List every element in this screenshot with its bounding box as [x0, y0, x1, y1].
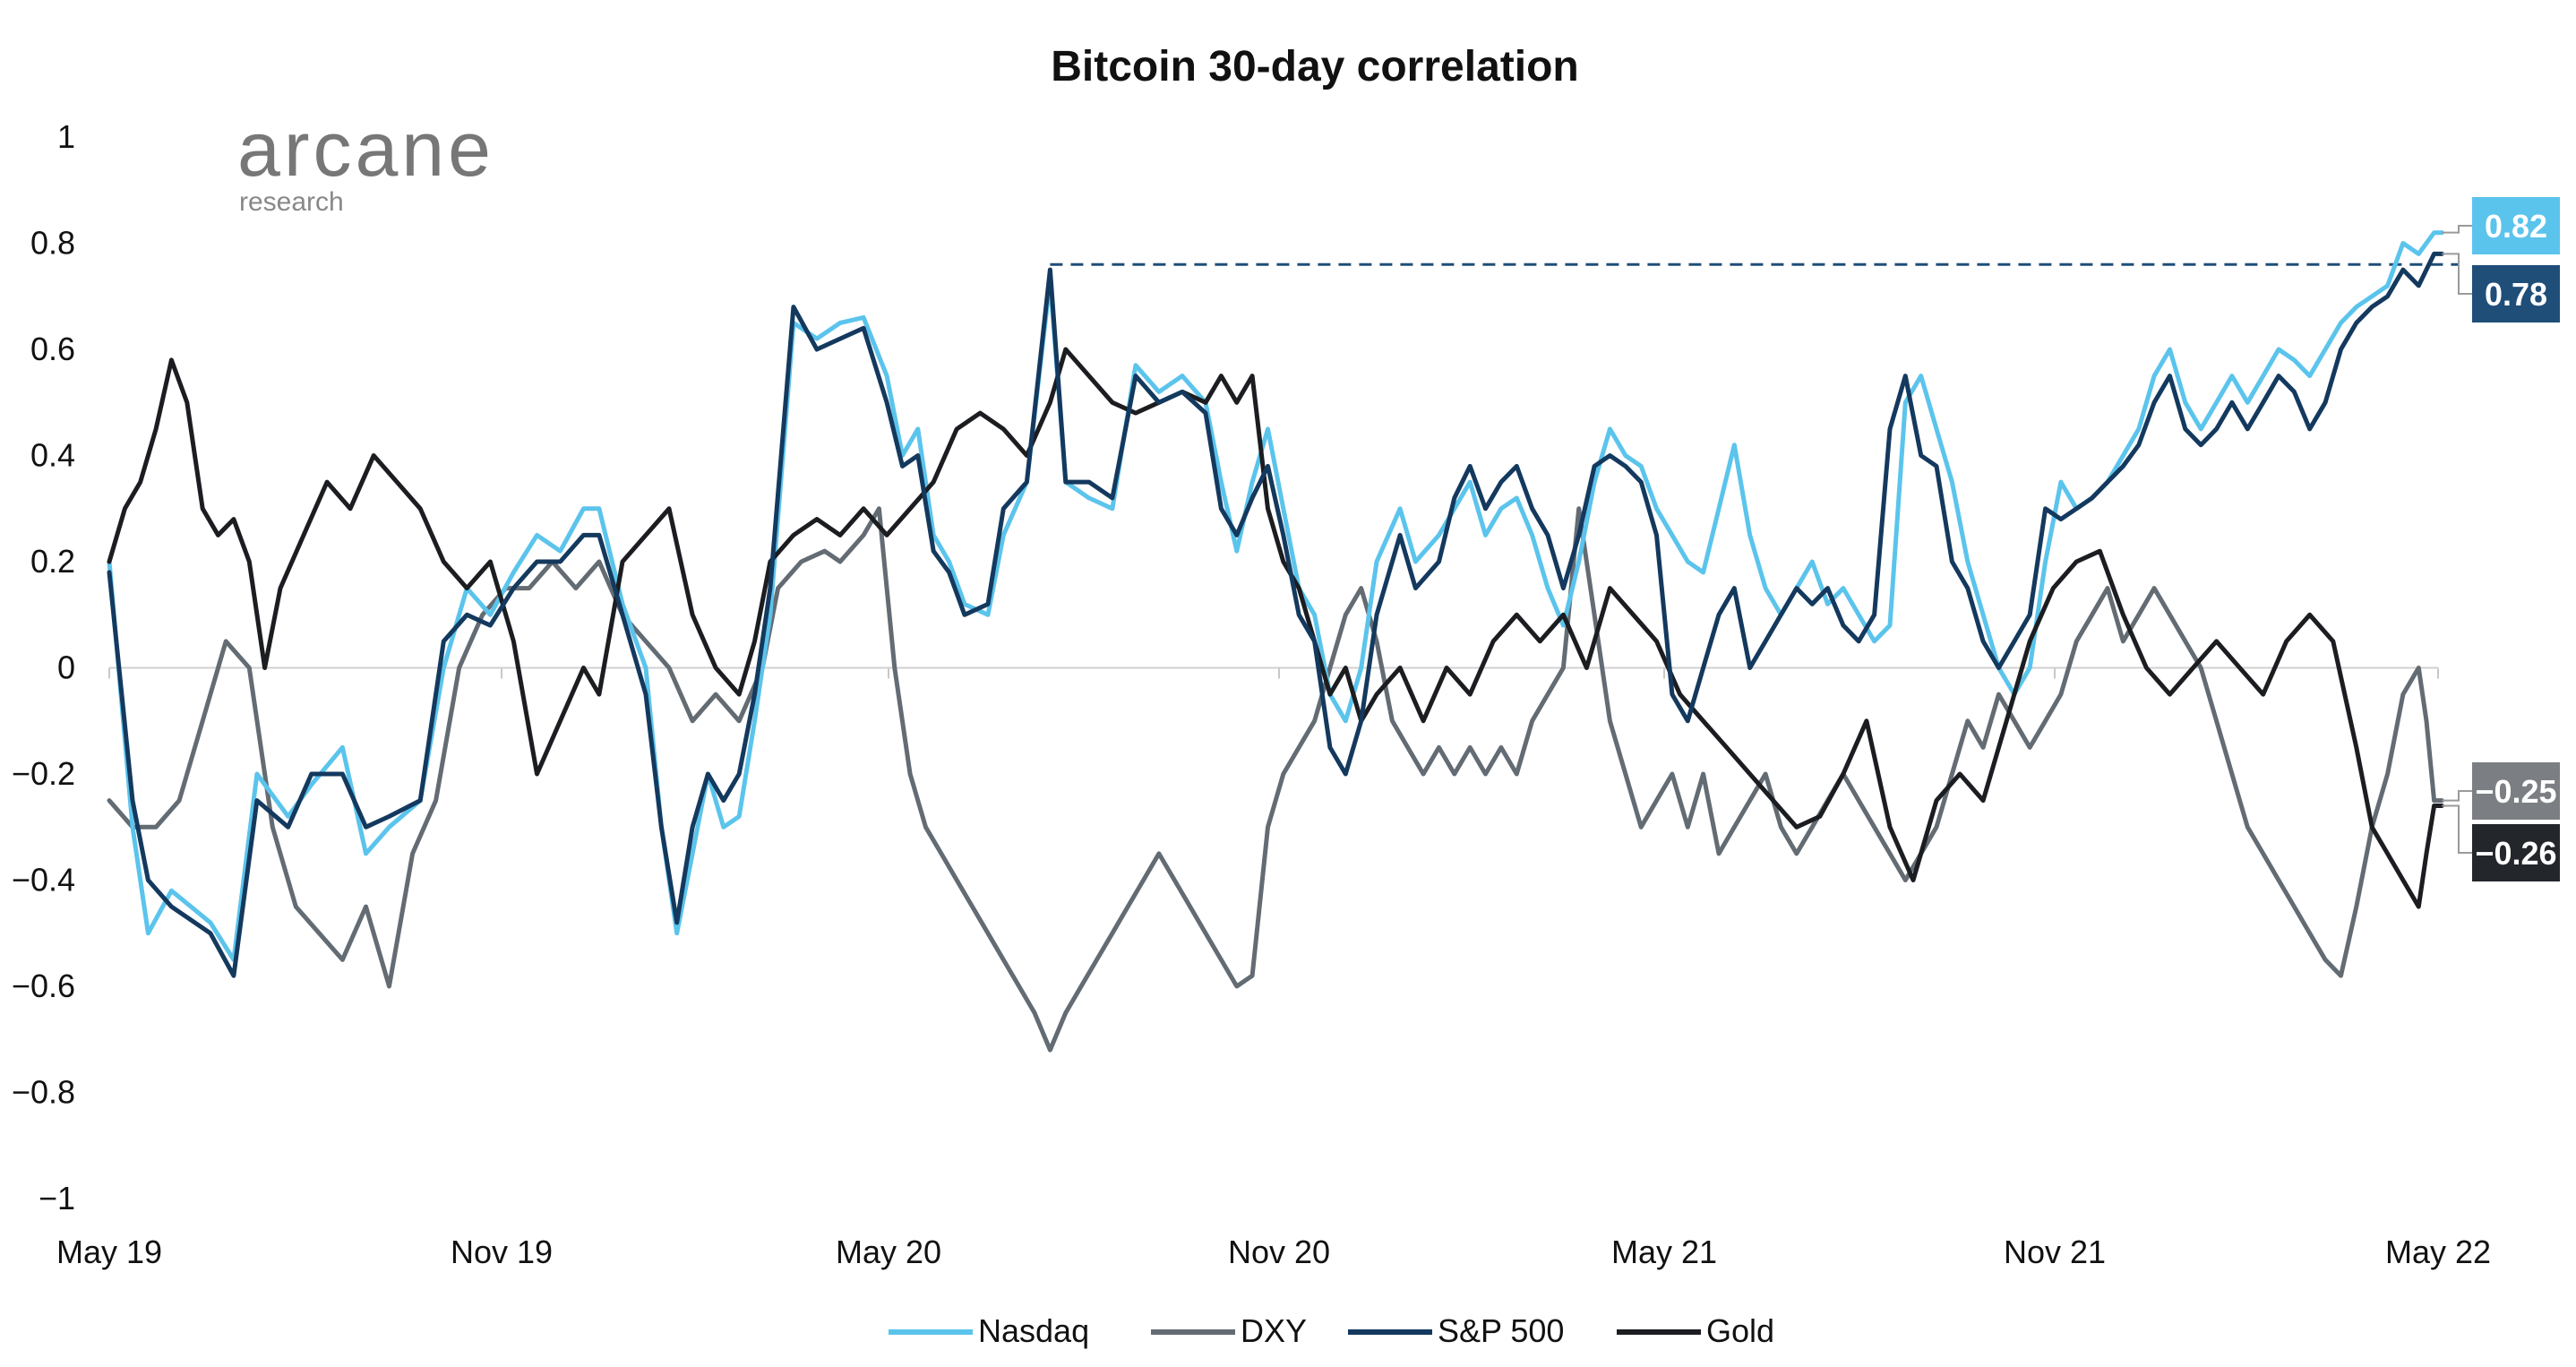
x-tick-label: May 21 — [1611, 1234, 1717, 1270]
y-tick-label: 0 — [57, 649, 75, 686]
x-tick-label: Nov 21 — [2004, 1234, 2106, 1270]
y-tick-label: 0.2 — [30, 543, 75, 580]
end-label-box — [2472, 197, 2560, 254]
y-tick-label: 0.8 — [30, 225, 75, 262]
logo-name: arcane — [237, 107, 494, 193]
x-tick-label: Nov 20 — [1228, 1234, 1330, 1270]
series-line-gold — [107, 347, 2444, 909]
end-label-connector — [2442, 253, 2472, 295]
end-label-box — [2472, 762, 2560, 820]
end-labels: 0.82 0.78 −0.25 −0.26 — [2442, 197, 2560, 881]
legend-label: DXY — [1241, 1312, 1307, 1349]
y-tick-label: −0.4 — [12, 862, 75, 898]
x-tick-label: Nov 19 — [451, 1234, 553, 1270]
end-label-connector — [2442, 790, 2472, 802]
y-tick-label: 0.6 — [30, 331, 75, 367]
chart-title: Bitcoin 30-day correlation — [1051, 43, 1578, 90]
y-tick-label: 0.4 — [30, 437, 75, 474]
logo-sub: research — [239, 187, 344, 217]
y-axis: 1 0.8 0.6 0.4 0.2 0 −0.2 −0.4 −0.6 −0.8 −1 — [12, 118, 75, 1217]
end-label-box — [2472, 265, 2560, 322]
x-axis: May 19 Nov 19 May 20 Nov 20 May 21 Nov 21 May … — [56, 667, 2491, 1270]
logo: arcane research — [237, 107, 494, 217]
end-label-value: 0.78 — [2485, 276, 2547, 313]
end-label-value: −0.26 — [2475, 835, 2556, 872]
end-label-connector — [2442, 804, 2472, 854]
y-tick-label: −0.2 — [12, 755, 75, 792]
series-line-s-p-500 — [107, 251, 2444, 978]
y-tick-label: −1 — [39, 1180, 75, 1217]
y-tick-label: −0.6 — [12, 967, 75, 1004]
legend-label: S&P 500 — [1438, 1312, 1564, 1349]
series-line-nasdaq — [107, 230, 2444, 962]
end-label-value: −0.25 — [2475, 773, 2556, 810]
end-label-connector — [2442, 225, 2472, 234]
x-tick-label: May 20 — [836, 1234, 941, 1270]
legend-label: Nasdaq — [978, 1312, 1089, 1349]
legend-label: Gold — [1706, 1312, 1774, 1349]
y-tick-label: −0.8 — [12, 1074, 75, 1111]
end-label-box — [2472, 824, 2560, 881]
y-tick-label: 1 — [57, 118, 75, 155]
series-lines — [107, 230, 2444, 1053]
end-label-value: 0.82 — [2485, 208, 2547, 245]
x-tick-label: May 19 — [56, 1234, 162, 1270]
x-tick-label: May 22 — [2385, 1234, 2491, 1270]
legend: Nasdaq DXY S&P 500 Gold — [889, 1312, 1774, 1349]
series-line-dxy — [107, 506, 2444, 1053]
